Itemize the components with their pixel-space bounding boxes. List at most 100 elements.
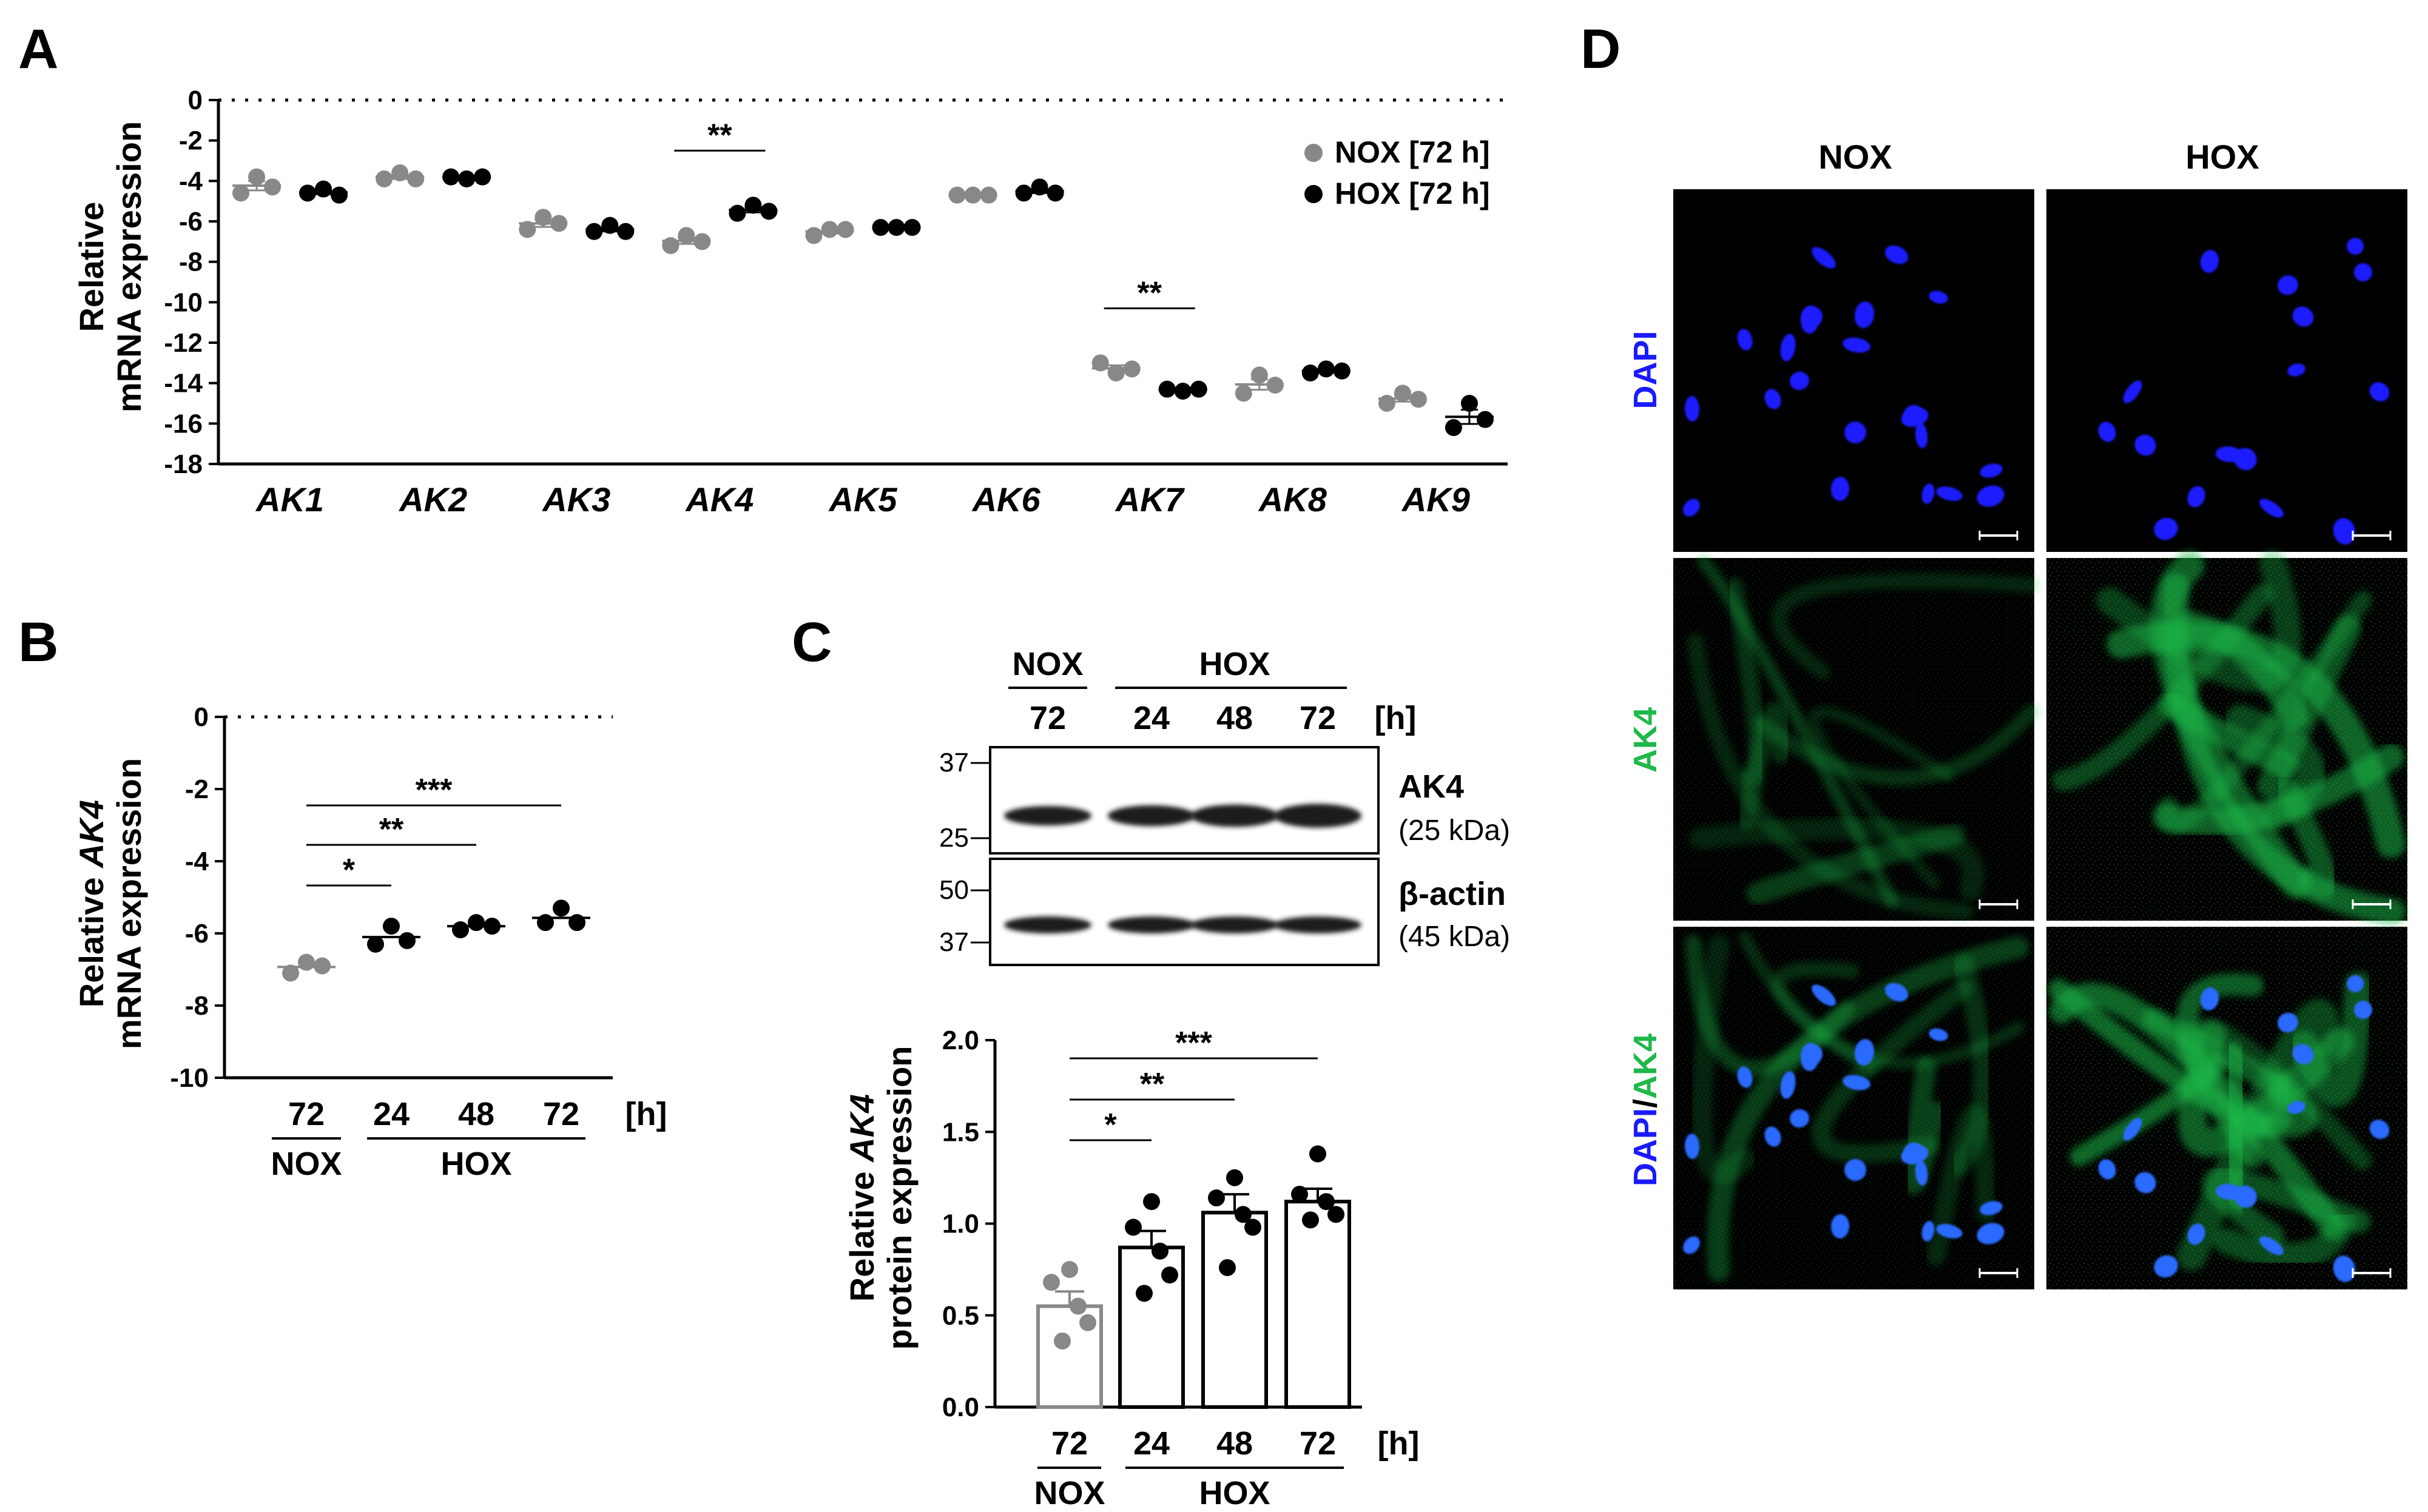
micro-nucleus (2187, 1223, 2205, 1245)
blot-size-ak4: (25 kDa) (1398, 815, 1510, 847)
micro-nucleus (1980, 1201, 2003, 1215)
marker-25: 25 (939, 823, 969, 853)
panel-c-point (1079, 1314, 1096, 1331)
panel-b-nox-group-label: NOX (271, 1146, 342, 1182)
panel-a-ytick-label: 0 (188, 86, 203, 115)
panel-c-category-label: 72 (1300, 1425, 1336, 1462)
panel-a-point-nox (550, 215, 568, 232)
micro-nucleus (1764, 1126, 1781, 1147)
micro-col-hox: HOX (2185, 138, 2259, 176)
legend-hox-label: HOX [72 h] (1335, 176, 1490, 210)
panel-a-ytick-label: -14 (164, 369, 203, 398)
panel-c-point (1143, 1193, 1160, 1211)
micro-image-merge-nox (1673, 927, 2034, 1289)
panel-a-ytick-label: -8 (179, 247, 203, 277)
panel-c-point (1125, 1218, 1142, 1236)
blot-band-ak4 (1274, 804, 1361, 828)
panel-b-point (383, 918, 400, 935)
micro-nucleus (2369, 1120, 2390, 1139)
panel-b-chart: Relative AK4 mRNA expression 0 -2 -4 -6 -8 -1… (72, 702, 667, 1182)
panel-a-point-nox (1409, 391, 1427, 408)
panel-a-point-nox (1091, 354, 1109, 372)
blot-membrane-ak4 (989, 746, 1380, 855)
micro-nucleus (1977, 1223, 2005, 1245)
panel-b-ylabel-gene: AK4 (72, 800, 110, 869)
panel-c-point (1070, 1297, 1087, 1315)
micro-image-background (2046, 189, 2407, 552)
micro-nucleus (2134, 1172, 2156, 1194)
micro-nucleus (2333, 518, 2356, 545)
micro-nucleus (2292, 306, 2314, 327)
western-blot: NOX HOX 72 24 48 72 [h] 37 25 50 37 AK4 (25… (939, 646, 1510, 966)
panel-c-point (1244, 1218, 1261, 1236)
panel-a-point-nox (264, 178, 282, 196)
micro-nucleus (1884, 245, 1909, 264)
panel-a-point-hox (903, 219, 921, 236)
micro-nucleus (1844, 422, 1866, 443)
panel-a-point-nox (376, 170, 393, 187)
micro-nucleus (2369, 382, 2390, 402)
panel-c-ylabel: Relative AK4 protein expression (843, 1046, 919, 1349)
panel-a-point-hox (299, 184, 317, 202)
panel-a-category-label: AK7 (1115, 480, 1185, 519)
panel-b-point (568, 914, 585, 932)
micro-nucleus (2287, 363, 2305, 377)
panel-a-ylabel-line2: mRNA expression (110, 121, 148, 412)
panel-b-category-label: 72 (543, 1096, 579, 1132)
panel-a-point-nox (1235, 385, 1252, 402)
panel-c-nox-group-label: NOX (1034, 1475, 1105, 1511)
panel-a-point-hox (888, 219, 905, 236)
panel-a-ytick-label: -2 (179, 126, 203, 156)
micro-row-merge-ak4: AK4 (1627, 1033, 1664, 1099)
panel-b-ylabel-prefix: Relative (72, 868, 110, 1007)
micro-nucleus (2278, 275, 2298, 295)
micro-nucleus (1901, 1145, 1929, 1164)
micro-row-dapi: DAPI (1627, 331, 1664, 409)
panel-b-point (399, 932, 416, 949)
panel-b-ytick-label: -4 (185, 847, 209, 876)
micro-nucleus (1901, 408, 1929, 427)
panel-a-category-label: AK6 (971, 480, 1041, 519)
panel-a-point-nox (805, 227, 823, 244)
micro-nucleus (1843, 337, 1870, 353)
micro-nucleus (2278, 1012, 2298, 1033)
panel-b-ylabel: Relative AK4 mRNA expression (72, 758, 148, 1049)
micro-nucleus (1800, 1043, 1819, 1071)
panel-c-ylabel-prefix: Relative (843, 1162, 881, 1302)
panel-a-point-hox (1158, 380, 1176, 398)
panel-c-sig-label: ** (1140, 1067, 1165, 1102)
micro-nucleus (2154, 1255, 2178, 1278)
micro-nucleus (2347, 238, 2364, 255)
panel-d-microscopy: NOX HOX DAPI AK4 DAPI/AK4 (1627, 138, 2407, 1289)
panel-label-a: A (18, 18, 58, 80)
micro-nucleus (1843, 1075, 1870, 1090)
micro-nucleus (1684, 1134, 1700, 1159)
panel-a-category-label: AK3 (541, 480, 610, 519)
micro-row-merge-sep: / (1627, 1099, 1664, 1108)
micro-image-ak4-nox (1673, 554, 2040, 921)
panel-a-category-label: AK4 (684, 480, 754, 519)
panel-c-category-label: 48 (1216, 1425, 1253, 1462)
micro-nucleus (1884, 983, 1909, 1002)
panel-c-unit-label: [h] (1378, 1425, 1420, 1462)
blot-band-ak4 (1191, 804, 1278, 827)
panel-a-point-nox (948, 186, 966, 204)
panel-c-point (1318, 1193, 1335, 1211)
panel-b-ytick-label: -10 (170, 1063, 209, 1093)
blot-size-actin: (45 kDa) (1398, 921, 1510, 953)
panel-a-point-hox (442, 168, 460, 186)
micro-nucleus (2154, 517, 2178, 540)
panel-c-point (1309, 1145, 1326, 1163)
panel-c-chart: Relative AK4 protein expression 0.0 0.5 1.… (843, 1026, 1419, 1511)
panel-a-point-nox (1266, 377, 1284, 394)
panel-a-category-label: AK5 (828, 480, 897, 519)
panel-a-point-nox (964, 186, 982, 204)
panel-b-ytick-label: -8 (185, 991, 209, 1021)
panel-a-point-hox (474, 168, 491, 186)
panel-a-chart: Relative mRNA expression 0 -2 -4 -6 -8 -10 -12… (72, 86, 1508, 519)
panel-a-point-nox (407, 170, 425, 187)
micro-row-ak4: AK4 (1627, 707, 1664, 773)
micro-nucleus (2292, 1044, 2314, 1064)
panel-c-category-label: 24 (1133, 1425, 1170, 1462)
